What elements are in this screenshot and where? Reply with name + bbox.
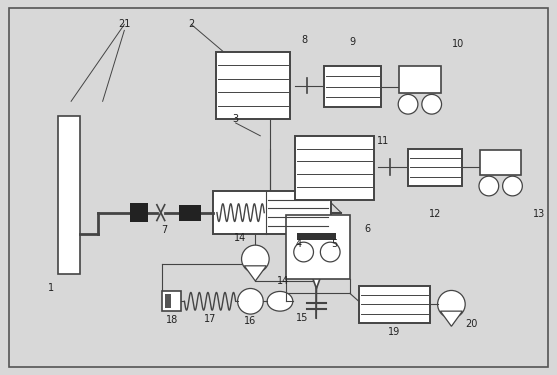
Bar [408, 148, 462, 186]
Text: 1: 1 [48, 284, 55, 294]
Text: 20: 20 [465, 319, 477, 329]
Bar [399, 66, 441, 93]
Circle shape [479, 176, 499, 196]
Text: 6: 6 [365, 224, 371, 234]
Text: 5: 5 [331, 239, 338, 249]
Ellipse shape [267, 291, 293, 311]
Bar [359, 285, 430, 323]
Circle shape [398, 94, 418, 114]
Circle shape [438, 291, 465, 318]
Bar [216, 52, 290, 119]
Text: 9: 9 [350, 37, 356, 47]
Text: 19: 19 [388, 327, 400, 337]
Polygon shape [441, 311, 462, 326]
Bar [295, 136, 374, 200]
Bar [179, 205, 201, 220]
Text: 16: 16 [245, 316, 257, 326]
Circle shape [242, 245, 269, 273]
Bar [324, 66, 382, 107]
Text: 17: 17 [204, 314, 216, 324]
Text: 13: 13 [533, 209, 545, 219]
Bar [130, 203, 148, 222]
Text: 12: 12 [428, 209, 441, 219]
Bar [213, 191, 331, 234]
Bar [286, 214, 350, 279]
Polygon shape [297, 234, 336, 288]
Circle shape [238, 288, 263, 314]
Text: 8: 8 [301, 35, 307, 45]
Text: 21: 21 [118, 20, 130, 30]
Text: 14: 14 [234, 233, 247, 243]
Text: 3: 3 [233, 114, 239, 124]
Circle shape [422, 94, 442, 114]
Circle shape [502, 176, 522, 196]
Polygon shape [245, 266, 266, 281]
Bar [297, 233, 336, 240]
Bar [480, 150, 521, 175]
Bar [165, 294, 170, 308]
Text: 15: 15 [295, 313, 308, 323]
Circle shape [320, 242, 340, 262]
Text: 2: 2 [188, 20, 194, 30]
Bar [162, 291, 182, 311]
Text: 4: 4 [296, 239, 302, 249]
Text: 7: 7 [162, 225, 168, 236]
Bar [58, 116, 80, 274]
Text: 14: 14 [277, 276, 289, 286]
Text: 10: 10 [452, 39, 465, 49]
Text: 18: 18 [165, 315, 178, 325]
Circle shape [294, 242, 314, 262]
Text: 11: 11 [377, 136, 389, 146]
